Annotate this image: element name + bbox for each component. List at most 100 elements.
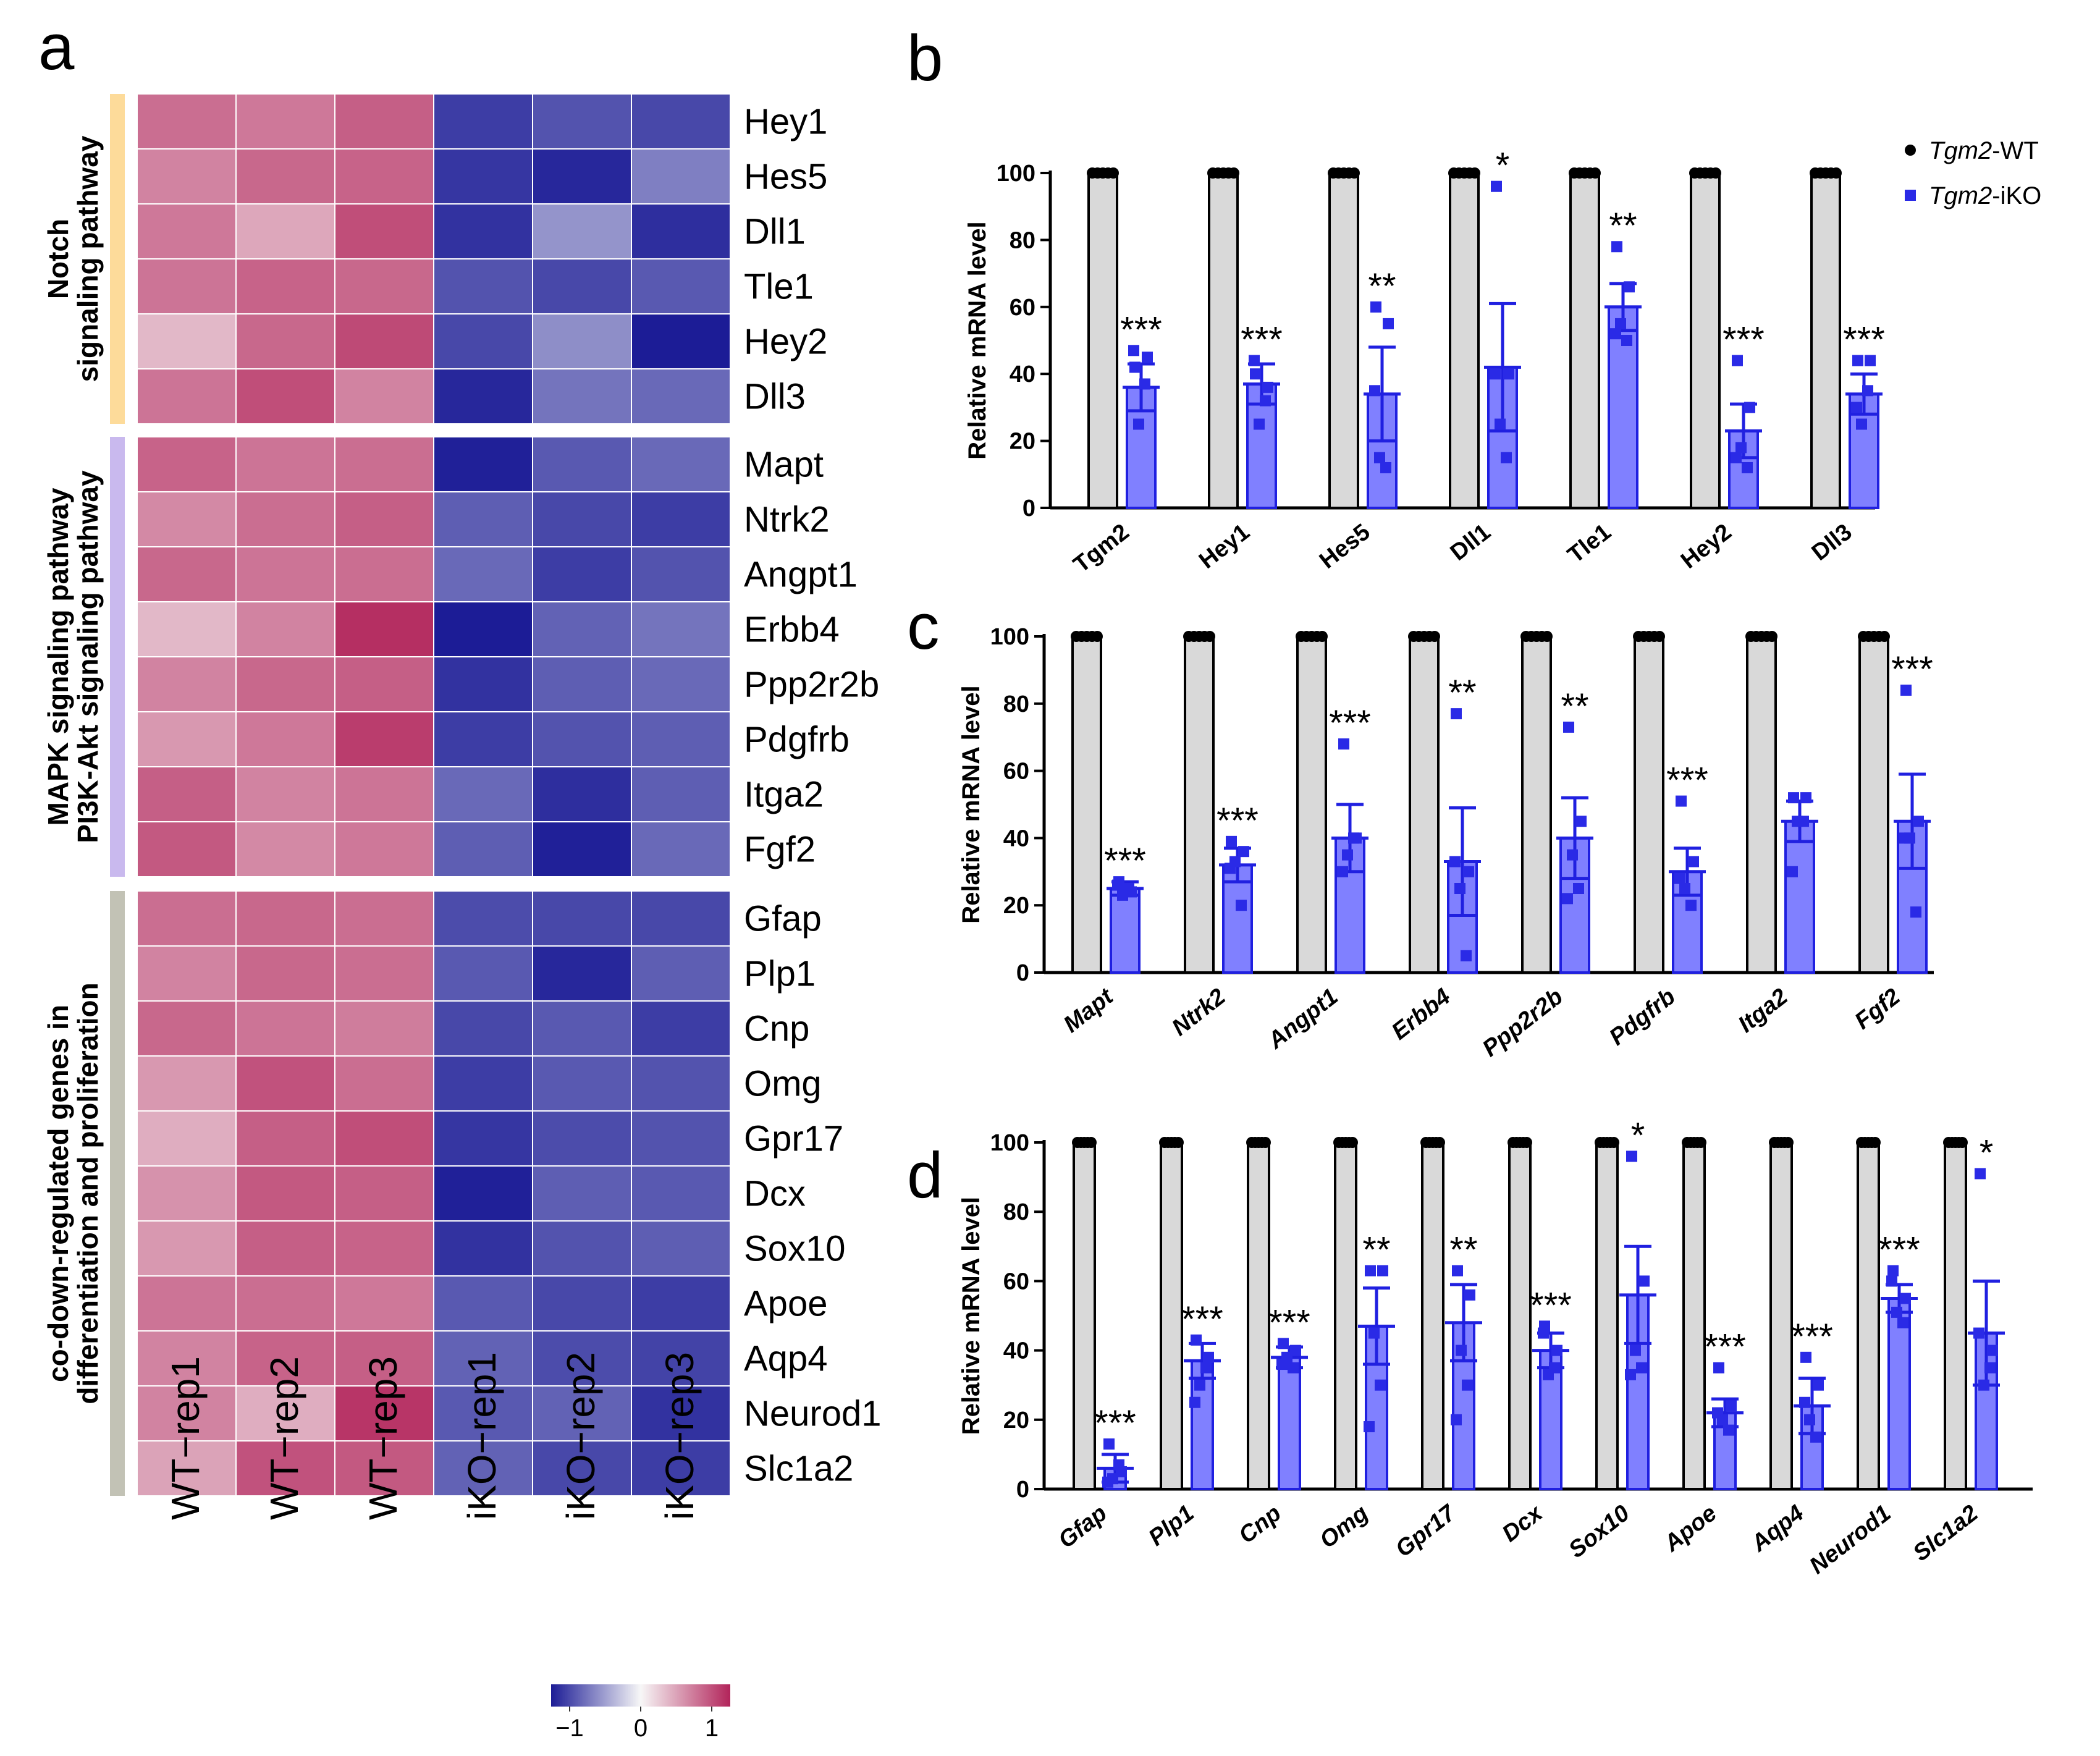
heatmap-cell-dcx-3 xyxy=(334,1165,434,1222)
heatmap-cell-pdgfrb-5 xyxy=(532,711,632,767)
y-tick-label: 0 xyxy=(1016,1477,1029,1503)
iko-point xyxy=(1380,462,1391,473)
iko-point xyxy=(1551,1344,1562,1356)
heatmap-cell-sox10-6 xyxy=(631,1220,731,1277)
heatmap-cell-dll3-2 xyxy=(235,368,335,424)
wt-point xyxy=(1831,167,1842,179)
heatmap-cell-itga2-6 xyxy=(631,766,731,822)
heatmap-column-label: iKO−rep1 xyxy=(460,1352,504,1520)
wt-point xyxy=(1228,167,1239,179)
iko-point xyxy=(1713,1362,1724,1374)
heatmap-cell-omg-4 xyxy=(433,1055,533,1112)
heatmap-cell-fgf2-5 xyxy=(532,821,632,877)
iko-point xyxy=(1804,1414,1815,1425)
heatmap-cell-gpr17-2 xyxy=(235,1110,335,1167)
heatmap-cell-omg-6 xyxy=(631,1055,731,1112)
heatmap-cell-mapt-6 xyxy=(631,436,731,492)
y-axis-label: Relative mRNA level xyxy=(958,685,985,923)
heatmap-row-label: Fgf2 xyxy=(744,830,816,870)
heatmap-group-label: signaling pathway xyxy=(72,135,104,382)
y-tick-label: 100 xyxy=(990,1130,1029,1156)
iko-bar-mapt xyxy=(1110,887,1141,974)
iko-point xyxy=(1238,846,1249,858)
iko-point xyxy=(1732,355,1743,366)
heatmap-cell-hey2-1 xyxy=(137,313,237,369)
wt-bar-angpt1 xyxy=(1296,635,1327,974)
heatmap-cell-dcx-2 xyxy=(235,1165,335,1222)
heatmap-column-label: WT−rep1 xyxy=(163,1356,208,1520)
iko-point xyxy=(1461,950,1472,961)
heatmap-row-label: Dll1 xyxy=(744,212,806,252)
heatmap-cell-erbb4-5 xyxy=(532,601,632,657)
wt-bar-dcx xyxy=(1508,1141,1532,1490)
heatmap-cell-sox10-4 xyxy=(433,1220,533,1277)
wt-bar-cnp xyxy=(1247,1141,1270,1490)
heatmap-cell-plp1-3 xyxy=(334,945,434,1002)
heatmap-cell-itga2-2 xyxy=(235,766,335,822)
heatmap-cell-cnp-5 xyxy=(532,1000,632,1057)
iko-point xyxy=(1810,1431,1821,1443)
legend-iko-suffix: -iKO xyxy=(1992,182,2041,209)
heatmap-cell-neurod1-5 xyxy=(532,1385,632,1442)
iko-point xyxy=(1250,368,1261,380)
wt-point xyxy=(1782,1137,1794,1148)
heatmap-cell-ppp2r2b-1 xyxy=(137,656,237,712)
iko-point xyxy=(1674,872,1685,884)
wt-point xyxy=(1710,167,1721,179)
heatmap-row-label: Hes5 xyxy=(744,157,827,197)
iko-point xyxy=(1975,1168,1986,1180)
heatmap-cell-gfap-4 xyxy=(433,890,533,947)
heatmap-cell-gfap-1 xyxy=(137,890,237,947)
iko-point xyxy=(1625,1369,1636,1380)
heatmap-panel-a: Hey1 Hes5 Dll1 Tle1 Hey2 Dll3 Mapt Ntrk2 Angpt1 E… xyxy=(42,93,881,1742)
wt-point xyxy=(1173,1137,1184,1148)
legend-wt-label: Tgm2-WT xyxy=(1929,137,2039,164)
heatmap-cell-hey2-4 xyxy=(433,313,533,369)
wt-bar-gpr17 xyxy=(1421,1141,1444,1490)
heatmap-cell-erbb4-3 xyxy=(334,601,434,657)
wt-point xyxy=(1766,631,1777,642)
heatmap-column-label: WT−rep2 xyxy=(262,1356,306,1520)
heatmap-cell-hes5-2 xyxy=(235,148,335,205)
heatmap-cell-slc1a2-1 xyxy=(137,1440,237,1496)
wt-point xyxy=(1260,1137,1271,1148)
iko-point xyxy=(1744,402,1755,413)
wt-point xyxy=(1349,167,1360,179)
heatmap-cell-neurod1-2 xyxy=(235,1385,335,1442)
iko-point xyxy=(1112,879,1123,891)
heatmap-cell-pdgfrb-3 xyxy=(334,711,434,767)
heatmap-cell-itga2-1 xyxy=(137,766,237,822)
wt-bar-erbb4 xyxy=(1409,635,1440,974)
iko-point xyxy=(1987,1344,1998,1356)
heatmap-cell-pdgfrb-1 xyxy=(137,711,237,767)
heatmap-cell-apoe-3 xyxy=(334,1275,434,1332)
significance-label: *** xyxy=(1878,1230,1920,1270)
wt-bar-sox10 xyxy=(1595,1141,1619,1490)
heatmap-cell-apoe-5 xyxy=(532,1275,632,1332)
iko-point xyxy=(1688,856,1699,867)
heatmap-cell-ntrk2-2 xyxy=(235,491,335,547)
heatmap-row-label: Tle1 xyxy=(744,267,814,307)
heatmap-cell-hey1-4 xyxy=(433,93,533,150)
y-tick-label: 100 xyxy=(990,624,1029,650)
heatmap-cell-gpr17-1 xyxy=(137,1110,237,1167)
wt-bar-ntrk2 xyxy=(1184,635,1215,974)
heatmap-cell-sox10-2 xyxy=(235,1220,335,1277)
heatmap-cell-hey1-2 xyxy=(235,93,335,150)
heatmap-cell-tle1-1 xyxy=(137,258,237,314)
heatmap-cell-erbb4-6 xyxy=(631,601,731,657)
y-tick-label: 0 xyxy=(1023,496,1035,521)
heatmap-cell-tle1-2 xyxy=(235,258,335,314)
iko-point xyxy=(1630,1344,1641,1356)
heatmap-cell-slc1a2-3 xyxy=(334,1440,434,1496)
heatmap-cell-dll1-5 xyxy=(532,203,632,260)
iko-point xyxy=(1260,395,1271,407)
wt-bar-apoe xyxy=(1682,1141,1706,1490)
iko-point xyxy=(1503,368,1514,380)
heatmap-cell-aqp4-2 xyxy=(235,1330,335,1387)
iko-point xyxy=(1225,863,1236,874)
heatmap-cell-erbb4-2 xyxy=(235,601,335,657)
iko-point xyxy=(1374,452,1385,463)
iko-point xyxy=(1723,1424,1734,1436)
